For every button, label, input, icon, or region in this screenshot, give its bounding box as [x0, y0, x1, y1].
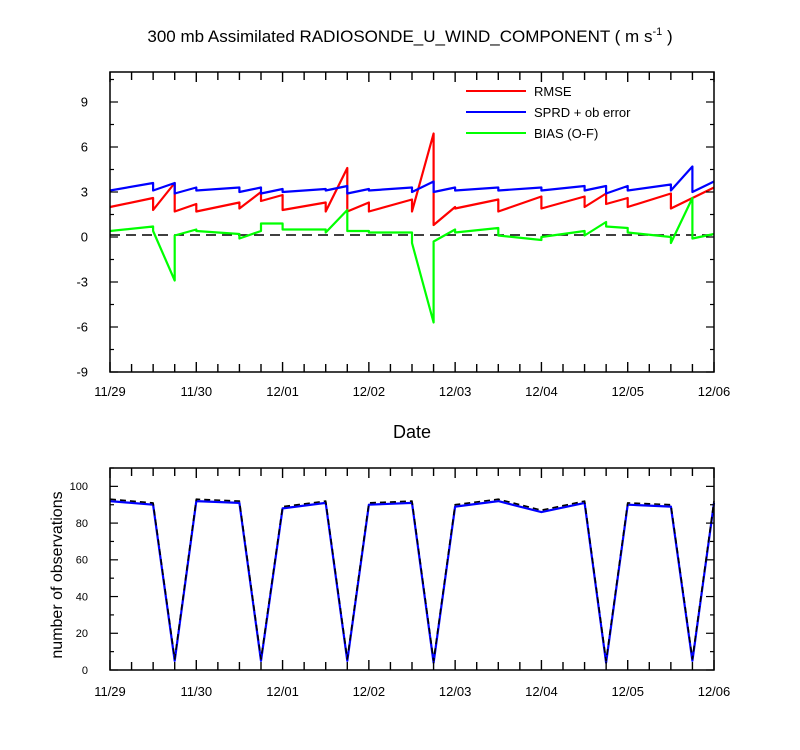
legend-label: SPRD + ob error — [534, 105, 631, 120]
top-y-tick-label: 3 — [81, 185, 88, 200]
chart-title-suffix: ) — [662, 27, 672, 46]
bottom-x-tick-label: 12/06 — [698, 684, 731, 699]
bottom-x-tick-label: 12/05 — [611, 684, 644, 699]
bottom-series-observations-total — [109, 498, 715, 662]
top-axes: -9 -6 -3 0 3 6 9 11/29 11/30 12/01 12/02 12/03 12/04… — [76, 72, 730, 399]
top-series-sprd-ob-error — [109, 165, 715, 195]
top-y-tick-label: -9 — [76, 365, 88, 380]
top-y-tick-label: 0 — [81, 230, 88, 245]
top-x-tick-label: 12/05 — [611, 384, 644, 399]
bottom-x-tick-label: 12/03 — [439, 684, 472, 699]
top-x-tick-label: 12/01 — [266, 384, 299, 399]
y-axis-label-observations: number of observations — [49, 491, 66, 658]
bottom-panel: 0 20 40 60 80 100 11/29 11/30 12/01 12/02 12/03 12/… — [49, 467, 731, 699]
bottom-series-observations-assimilated — [109, 500, 716, 664]
top-y-tick-label: -6 — [76, 320, 88, 335]
top-x-tick-label: 11/29 — [94, 384, 126, 399]
top-series-bias-o-f — [109, 196, 715, 324]
legend: RMSE SPRD + ob error BIAS (O-F) — [466, 84, 631, 141]
top-x-tick-label: 12/06 — [698, 384, 731, 399]
bottom-y-tick-label: 80 — [76, 518, 88, 530]
chart-title: 300 mb Assimilated RADIOSONDE_U_WIND_COM… — [147, 26, 672, 46]
chart-title-main: 300 mb Assimilated RADIOSONDE_U_WIND_COM… — [147, 27, 652, 46]
top-y-tick-label: -3 — [76, 275, 88, 290]
bottom-x-tick-label: 11/29 — [94, 684, 126, 699]
top-x-tick-label: 11/30 — [180, 384, 212, 399]
top-x-tick-label: 12/03 — [439, 384, 472, 399]
bottom-y-tick-label: 60 — [76, 555, 88, 567]
bottom-x-tick-label: 12/04 — [525, 684, 558, 699]
bottom-y-tick-label: 40 — [76, 591, 88, 603]
bottom-x-tick-label: 12/01 — [266, 684, 299, 699]
bottom-axes: 0 20 40 60 80 100 11/29 11/30 12/01 12/02 12/03 12/… — [70, 467, 731, 699]
bottom-series-group — [109, 498, 716, 664]
bottom-y-tick-label: 100 — [70, 481, 88, 493]
legend-label: RMSE — [534, 84, 572, 99]
bottom-x-tick-label: 12/02 — [353, 684, 386, 699]
x-axis-label: Date — [393, 422, 431, 442]
top-x-tick-label: 12/04 — [525, 384, 558, 399]
bottom-plot-frame — [109, 467, 715, 671]
top-series-rmse — [109, 132, 715, 227]
bottom-x-tick-label: 11/30 — [180, 684, 212, 699]
bottom-y-tick-label: 0 — [82, 665, 88, 677]
top-y-tick-label: 9 — [81, 95, 88, 110]
legend-label: BIAS (O-F) — [534, 126, 598, 141]
top-series-group — [109, 132, 715, 324]
top-x-tick-label: 12/02 — [353, 384, 386, 399]
chart-title-superscript: -1 — [652, 26, 662, 38]
bottom-y-tick-label: 20 — [76, 628, 88, 640]
top-panel: -9 -6 -3 0 3 6 9 11/29 11/30 12/01 12/02 12/03 12/04… — [76, 71, 730, 442]
top-y-tick-label: 6 — [81, 140, 88, 155]
